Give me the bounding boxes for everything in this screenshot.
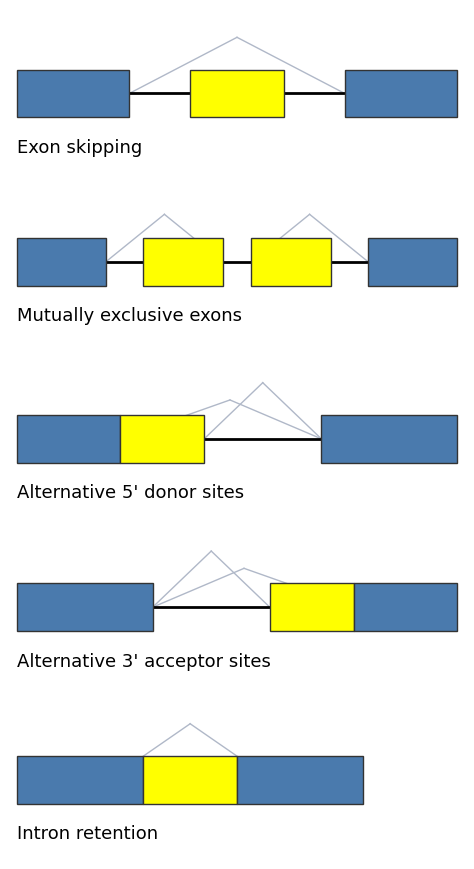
Text: Intron retention: Intron retention xyxy=(17,826,158,843)
FancyBboxPatch shape xyxy=(368,238,457,286)
FancyBboxPatch shape xyxy=(143,756,237,804)
FancyBboxPatch shape xyxy=(321,415,457,462)
Text: Alternative 5' donor sites: Alternative 5' donor sites xyxy=(17,484,244,502)
FancyBboxPatch shape xyxy=(270,583,354,631)
Text: Mutually exclusive exons: Mutually exclusive exons xyxy=(17,307,242,325)
FancyBboxPatch shape xyxy=(190,70,284,117)
Text: Exon skipping: Exon skipping xyxy=(17,139,142,156)
FancyBboxPatch shape xyxy=(17,756,143,804)
FancyBboxPatch shape xyxy=(120,415,204,462)
Text: Alternative 3' acceptor sites: Alternative 3' acceptor sites xyxy=(17,653,271,671)
FancyBboxPatch shape xyxy=(17,238,106,286)
FancyBboxPatch shape xyxy=(237,756,364,804)
FancyBboxPatch shape xyxy=(17,70,129,117)
FancyBboxPatch shape xyxy=(17,583,153,631)
FancyBboxPatch shape xyxy=(354,583,457,631)
FancyBboxPatch shape xyxy=(17,415,120,462)
FancyBboxPatch shape xyxy=(251,238,331,286)
FancyBboxPatch shape xyxy=(143,238,223,286)
FancyBboxPatch shape xyxy=(345,70,457,117)
